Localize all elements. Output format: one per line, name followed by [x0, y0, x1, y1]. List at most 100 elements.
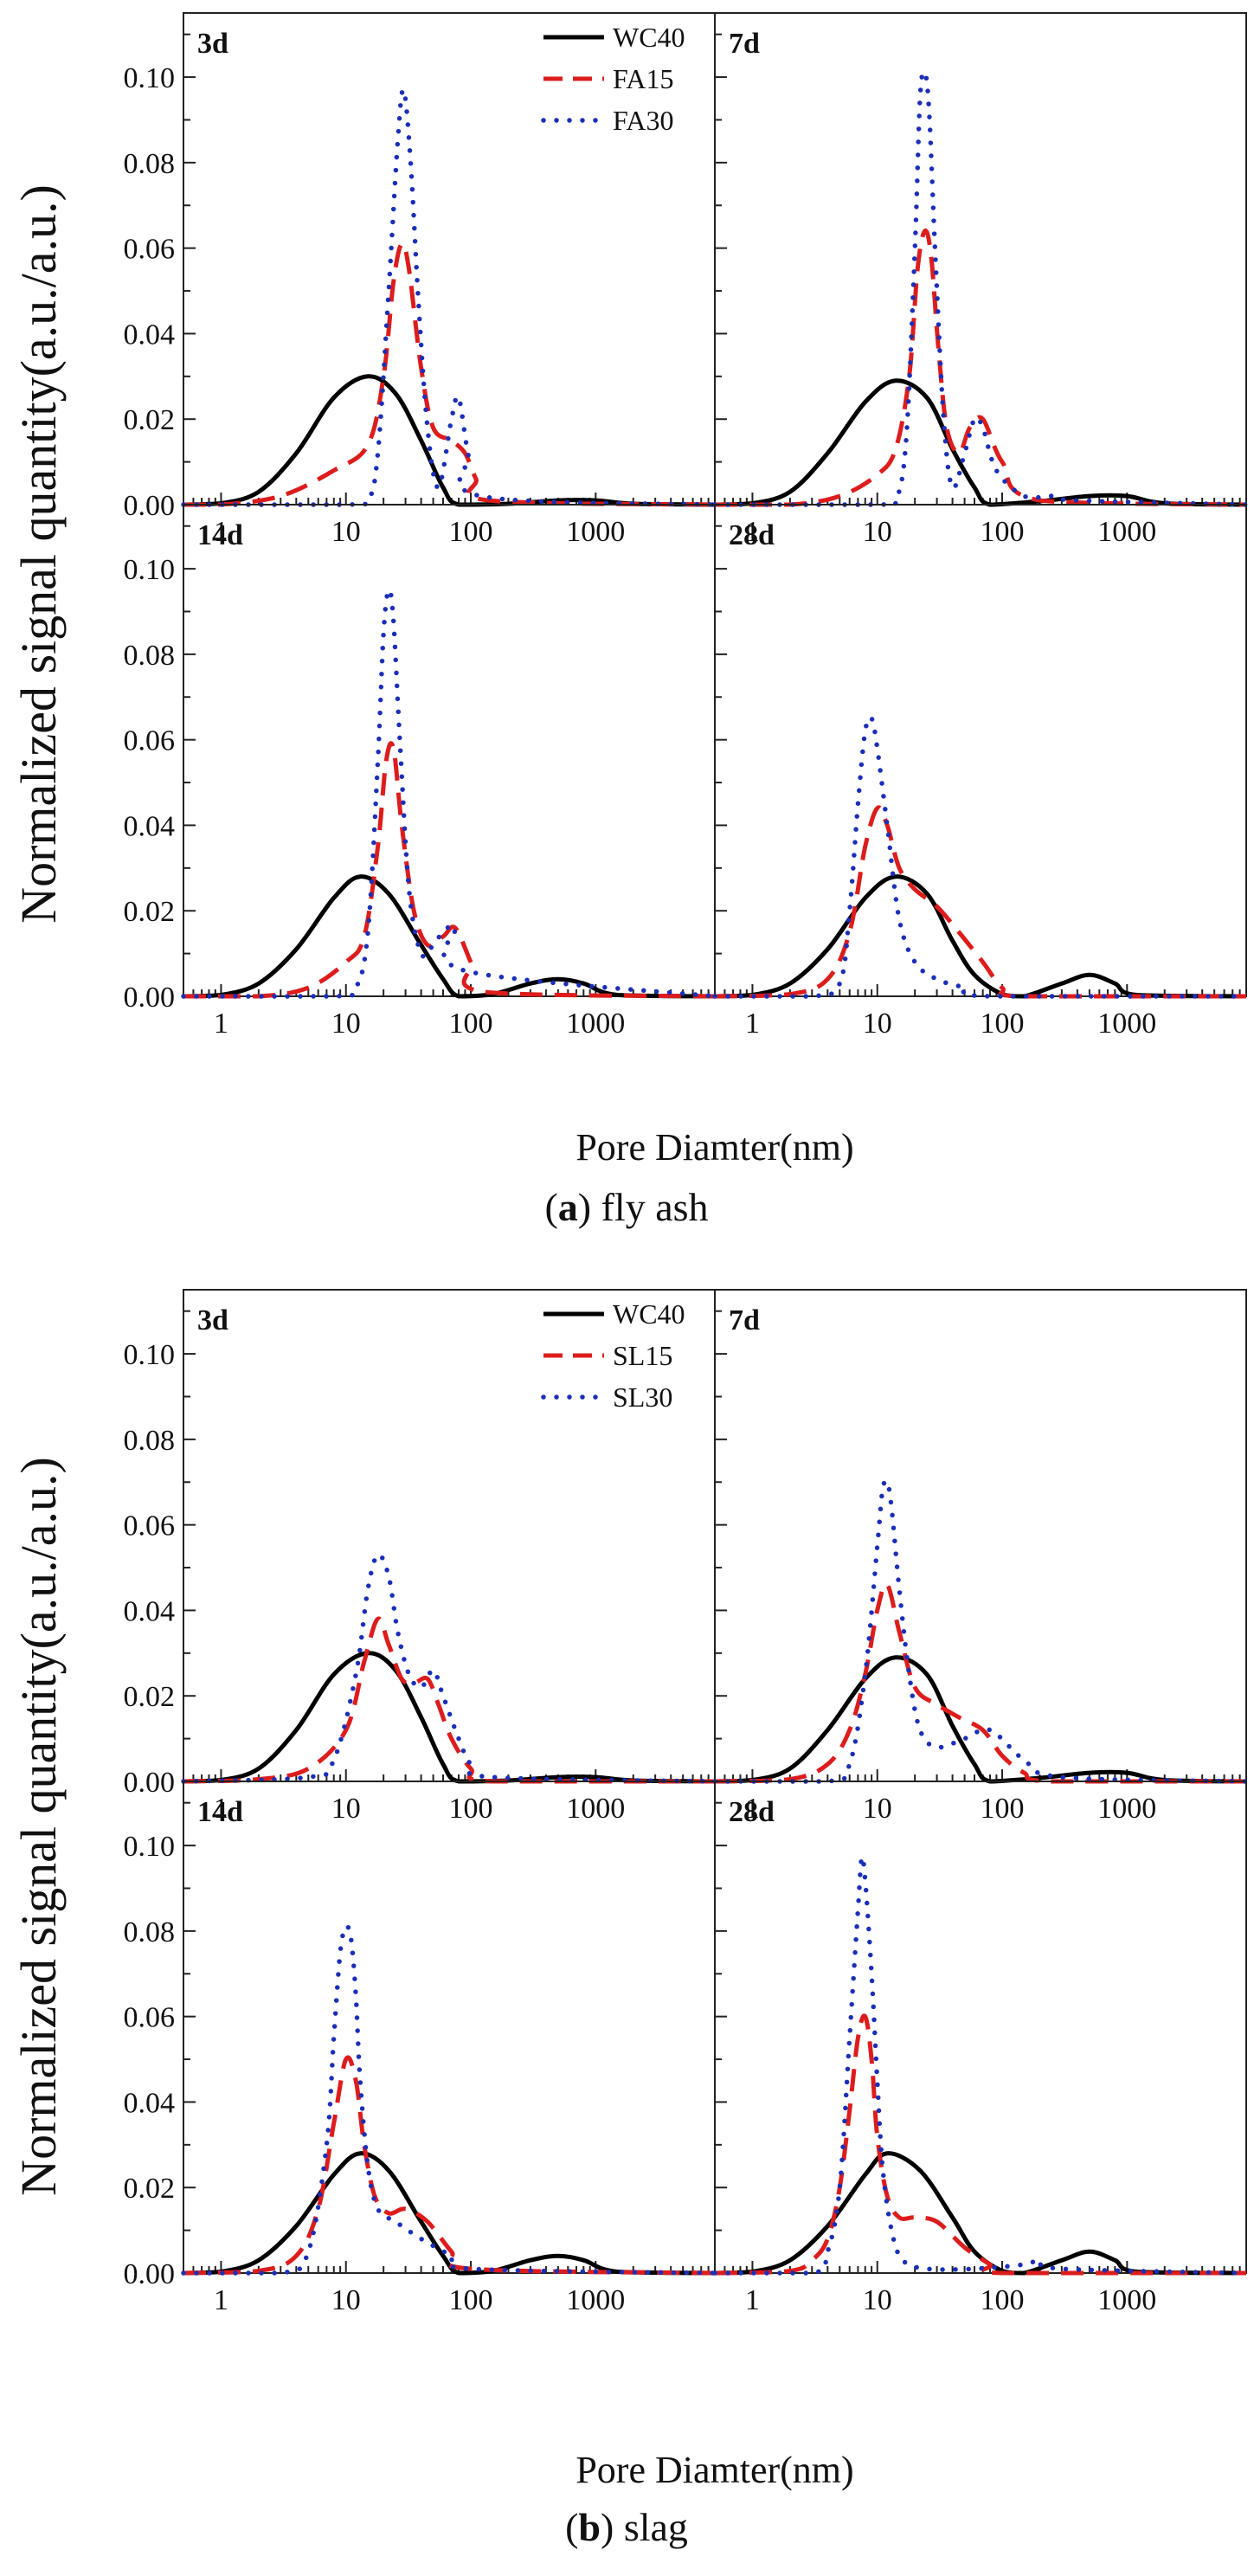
series-line-wc40	[714, 2151, 1247, 2276]
y-tick-label: 0.06	[124, 234, 176, 266]
series-line-wc40	[714, 874, 1247, 999]
y-tick-label: 0.04	[124, 810, 176, 842]
panel-age-label: 3d	[197, 1304, 228, 1336]
y-tick-label: 0.08	[124, 1916, 176, 1948]
x-tick-label: 100	[449, 1008, 493, 1040]
series-line-sl15	[714, 2013, 1247, 2276]
panel-frame	[714, 504, 1247, 997]
series-line-sl15	[714, 1581, 1246, 1784]
y-tick-label: 0.02	[124, 1681, 176, 1713]
panel-14d: 1 10 100 1000 0.00 0.02 0.04 0.06 0.08 0.10 14d	[124, 1781, 717, 2316]
panel-age-label: 7d	[729, 1304, 760, 1336]
x-tick-label: 1000	[1097, 516, 1156, 548]
x-tick-label: 10	[863, 516, 892, 548]
y-tick-label: 0.06	[124, 2002, 176, 2034]
panel-age-label: 28d	[729, 519, 775, 551]
x-tick-label: 10	[863, 1008, 892, 1040]
series-line-sl15	[183, 2055, 716, 2276]
x-tick-label: 1	[214, 1793, 228, 1825]
panel-3d: 1 10 100 1000 0.00 0.02 0.04 0.06 0.08 0.10 3d WC40…	[124, 12, 717, 548]
y-axis-label: Normalized signal quantity(a.u./a.u.)	[10, 184, 67, 924]
x-tick-label: 1	[745, 1008, 760, 1040]
x-tick-label: 100	[981, 1008, 1025, 1040]
x-tick-label: 100	[981, 1793, 1025, 1825]
y-tick-label: 0.00	[124, 490, 176, 522]
panel-7d: 1 10 100 1000 7d	[712, 12, 1249, 548]
caption-text: slag	[614, 2505, 688, 2549]
panel-28d: 1 10 100 1000 28d	[712, 504, 1249, 1040]
chart-caption: (b) slag	[565, 2505, 688, 2549]
series-line-fa15	[183, 741, 716, 999]
x-tick-label: 10	[331, 1008, 361, 1040]
x-tick-label: 1	[745, 1793, 760, 1825]
x-tick-label: 1	[745, 516, 760, 548]
x-tick-label: 1000	[566, 1008, 625, 1040]
panel-age-label: 7d	[729, 28, 760, 60]
x-tick-label: 10	[331, 2284, 361, 2316]
x-tick-label: 100	[449, 2284, 493, 2316]
panel-age-label: 14d	[197, 1796, 243, 1828]
panel-7d: 1 10 100 1000 7d	[712, 1289, 1249, 1825]
y-tick-label: 0.06	[124, 725, 176, 757]
y-tick-label: 0.04	[124, 1595, 176, 1627]
y-tick-label: 0.10	[124, 1831, 176, 1863]
chart-caption: (a) fly ash	[544, 1185, 708, 1229]
series-line-fa30	[181, 587, 717, 999]
x-tick-label: 10	[331, 516, 361, 548]
series-line-fa15	[183, 241, 716, 507]
series-line-sl15	[183, 1616, 715, 1784]
series-line-wc40	[183, 2151, 716, 2276]
series-line-wc40	[714, 378, 1247, 507]
y-tick-label: 0.02	[124, 896, 176, 928]
x-tick-label: 1000	[566, 516, 625, 548]
y-tick-label: 0.08	[124, 1425, 176, 1457]
series-line-wc40	[183, 874, 716, 999]
panel-28d: 1 10 100 1000 28d	[712, 1781, 1249, 2316]
series-line-fa15	[715, 229, 1247, 507]
caption-close: )	[578, 1185, 591, 1229]
legend-label-wc40: WC40	[613, 22, 685, 53]
x-tick-label: 1000	[566, 1793, 625, 1825]
legend-label-fa15: FA15	[613, 63, 674, 94]
caption-letter: a	[558, 1185, 578, 1229]
y-tick-label: 0.04	[124, 2087, 176, 2119]
panel-14d: 1 10 100 1000 0.00 0.02 0.04 0.06 0.08 0.10 14d	[124, 504, 717, 1040]
x-tick-label: 10	[331, 1793, 361, 1825]
legend-label-sl15: SL15	[613, 1340, 672, 1371]
panel-frame	[714, 1289, 1247, 1782]
series-line-fa30	[712, 69, 1249, 507]
series-line-fa15	[714, 805, 1246, 999]
x-axis-label: Pore Diamter(nm)	[576, 1126, 853, 1169]
series-line-wc40	[183, 374, 716, 507]
series-line-sl30	[712, 1478, 1249, 1784]
chart-slag: 1 10 100 1000 0.00 0.02 0.04 0.06 0.08 0.10 3d WC40…	[10, 1289, 1249, 2549]
x-tick-label: 1000	[566, 2284, 625, 2316]
legend-label-wc40: WC40	[613, 1298, 685, 1330]
legend-label-fa30: FA30	[613, 105, 674, 136]
series-line-sl30	[712, 1854, 1249, 2276]
x-tick-label: 10	[863, 1793, 892, 1825]
panel-frame	[714, 1781, 1247, 2274]
series-line-sl30	[181, 1552, 717, 1784]
series-line-sl30	[181, 1923, 717, 2276]
y-tick-label: 0.08	[124, 640, 176, 672]
panel-frame	[183, 504, 716, 997]
caption-open: (	[565, 2505, 578, 2549]
x-tick-label: 1	[214, 2284, 228, 2316]
panel-frame	[714, 12, 1247, 506]
x-tick-label: 1	[745, 2284, 760, 2316]
y-tick-label: 0.02	[124, 2173, 176, 2205]
legend: WC40 SL15 SL30	[541, 1298, 685, 1413]
y-tick-label: 0.06	[124, 1510, 176, 1542]
y-tick-label: 0.10	[124, 554, 176, 586]
panel-3d: 1 10 100 1000 0.00 0.02 0.04 0.06 0.08 0.10 3d WC40…	[124, 1289, 717, 1825]
x-tick-label: 100	[449, 516, 493, 548]
caption-open: (	[544, 1185, 557, 1229]
series-line-wc40	[714, 1655, 1247, 1784]
legend: WC40 FA15 FA30	[541, 22, 685, 136]
legend-label-sl30: SL30	[613, 1381, 672, 1413]
caption-text: fly ash	[591, 1185, 708, 1229]
y-tick-label: 0.10	[124, 1339, 176, 1371]
y-tick-label: 0.00	[124, 982, 176, 1014]
